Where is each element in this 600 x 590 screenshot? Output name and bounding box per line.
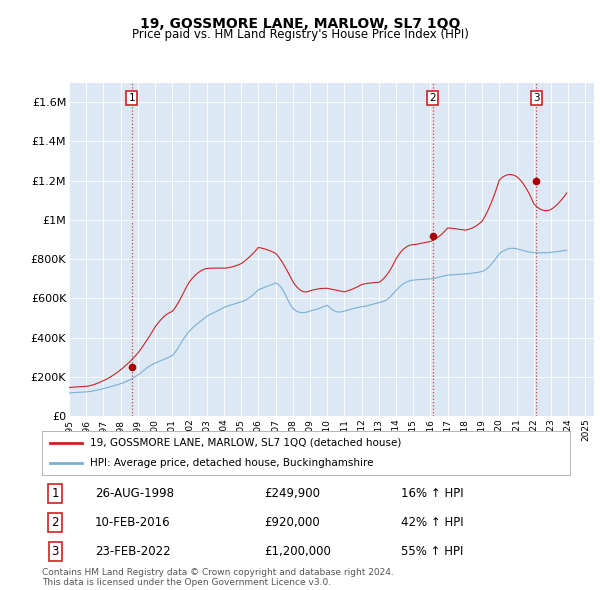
Text: 1: 1: [128, 93, 135, 103]
Text: £249,900: £249,900: [264, 487, 320, 500]
Text: 2: 2: [429, 93, 436, 103]
Text: Contains HM Land Registry data © Crown copyright and database right 2024.
This d: Contains HM Land Registry data © Crown c…: [42, 568, 394, 587]
Text: 23-FEB-2022: 23-FEB-2022: [95, 545, 170, 558]
Text: 19, GOSSMORE LANE, MARLOW, SL7 1QQ (detached house): 19, GOSSMORE LANE, MARLOW, SL7 1QQ (deta…: [89, 438, 401, 448]
Text: 1: 1: [52, 487, 59, 500]
Text: 16% ↑ HPI: 16% ↑ HPI: [401, 487, 464, 500]
Text: 26-AUG-1998: 26-AUG-1998: [95, 487, 174, 500]
Text: £920,000: £920,000: [264, 516, 320, 529]
Text: 42% ↑ HPI: 42% ↑ HPI: [401, 516, 464, 529]
Text: 55% ↑ HPI: 55% ↑ HPI: [401, 545, 463, 558]
Text: Price paid vs. HM Land Registry's House Price Index (HPI): Price paid vs. HM Land Registry's House …: [131, 28, 469, 41]
Text: HPI: Average price, detached house, Buckinghamshire: HPI: Average price, detached house, Buck…: [89, 458, 373, 467]
Text: 3: 3: [533, 93, 539, 103]
Text: 10-FEB-2016: 10-FEB-2016: [95, 516, 170, 529]
Text: £1,200,000: £1,200,000: [264, 545, 331, 558]
Text: 2: 2: [52, 516, 59, 529]
Text: 3: 3: [52, 545, 59, 558]
Text: 19, GOSSMORE LANE, MARLOW, SL7 1QQ: 19, GOSSMORE LANE, MARLOW, SL7 1QQ: [140, 17, 460, 31]
